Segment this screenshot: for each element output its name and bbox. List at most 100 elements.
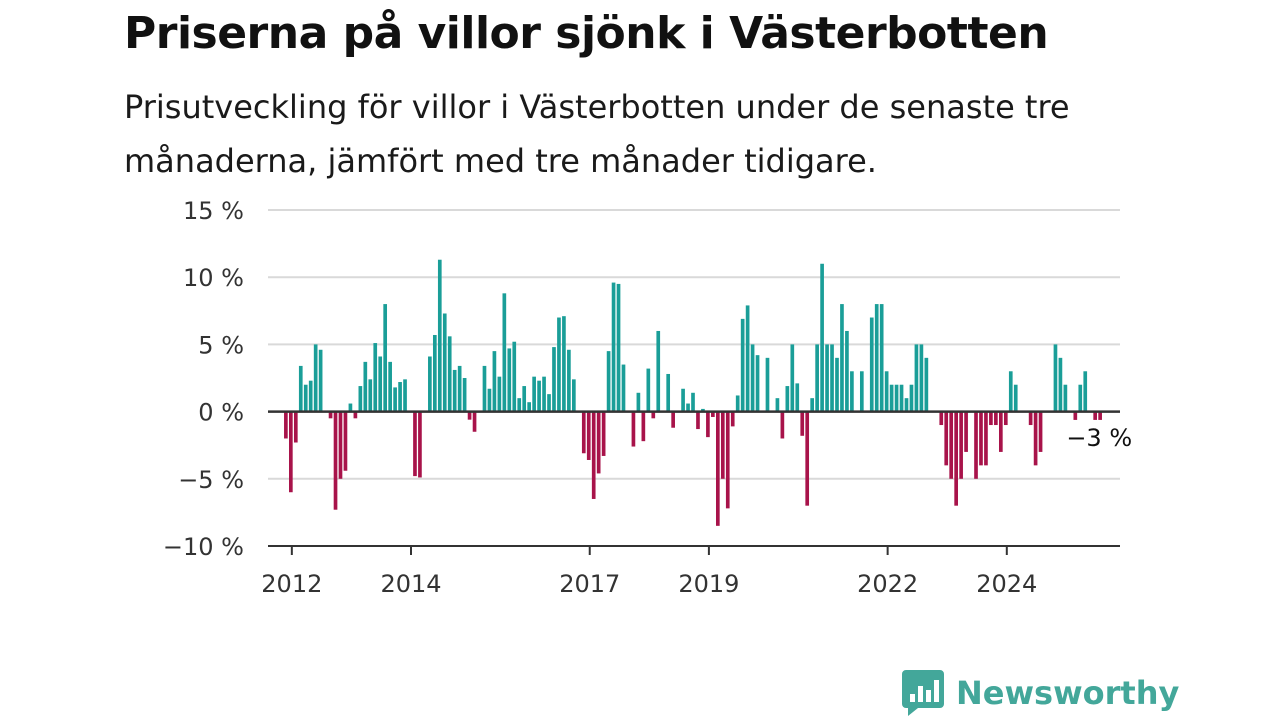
bar bbox=[333, 411, 338, 510]
bar bbox=[641, 411, 646, 442]
bar bbox=[830, 344, 834, 412]
bar bbox=[591, 411, 596, 499]
bar bbox=[1003, 411, 1008, 426]
chart-title: Priserna på villor sjönk i Västerbotten bbox=[124, 8, 1049, 59]
bar bbox=[462, 378, 467, 412]
bar bbox=[467, 411, 472, 420]
x-tick-label: 2022 bbox=[857, 570, 918, 598]
bar bbox=[1008, 371, 1013, 412]
bar bbox=[1053, 344, 1058, 412]
axes bbox=[268, 410, 1120, 555]
bar bbox=[567, 349, 571, 412]
bar bbox=[293, 411, 298, 443]
bar bbox=[765, 357, 770, 412]
bar bbox=[452, 369, 457, 412]
bar bbox=[825, 344, 829, 412]
bar bbox=[432, 334, 437, 412]
bar bbox=[785, 386, 790, 412]
bar bbox=[413, 411, 417, 477]
bar bbox=[805, 411, 810, 506]
bar bbox=[815, 344, 819, 412]
bar bbox=[725, 411, 730, 509]
x-tick-label: 2012 bbox=[261, 570, 322, 598]
bar bbox=[984, 411, 988, 466]
bar bbox=[840, 304, 844, 412]
bar bbox=[869, 317, 874, 412]
bar bbox=[596, 411, 601, 474]
bar bbox=[681, 388, 685, 412]
bar bbox=[800, 411, 805, 436]
bar bbox=[859, 371, 864, 412]
bar bbox=[904, 398, 909, 412]
bar bbox=[547, 394, 551, 412]
bar bbox=[358, 386, 363, 412]
bar bbox=[542, 376, 546, 412]
brand: Newsworthy bbox=[902, 670, 1179, 716]
bar bbox=[616, 283, 621, 412]
bar bbox=[482, 365, 487, 412]
bar bbox=[845, 330, 849, 412]
bar bbox=[740, 318, 745, 412]
bar bbox=[621, 364, 626, 412]
y-tick-label: 15 % bbox=[183, 197, 244, 225]
bar bbox=[289, 411, 293, 493]
bar bbox=[517, 398, 522, 412]
bar bbox=[636, 392, 641, 412]
x-tick-label: 2024 bbox=[976, 570, 1037, 598]
bar bbox=[646, 368, 651, 412]
bar bbox=[631, 411, 636, 447]
bar bbox=[437, 259, 442, 412]
bar bbox=[457, 365, 462, 412]
bar bbox=[512, 341, 517, 412]
bar bbox=[850, 371, 854, 412]
bar bbox=[1078, 384, 1083, 412]
bar bbox=[497, 376, 502, 412]
bar bbox=[447, 336, 452, 412]
bar bbox=[924, 357, 929, 412]
bar bbox=[586, 411, 591, 460]
bar bbox=[959, 411, 963, 479]
bar bbox=[755, 355, 760, 412]
bar bbox=[691, 392, 695, 412]
annotation-background bbox=[1060, 419, 1137, 454]
bar bbox=[1063, 384, 1068, 412]
brand-name: Newsworthy bbox=[956, 674, 1180, 712]
bar bbox=[398, 382, 402, 412]
bar bbox=[363, 361, 368, 412]
bar bbox=[537, 380, 541, 412]
bar bbox=[284, 411, 288, 439]
bar bbox=[1013, 384, 1018, 412]
bar bbox=[979, 411, 983, 466]
bar bbox=[899, 384, 904, 412]
bar bbox=[944, 411, 949, 466]
bar bbox=[795, 383, 800, 412]
last-value-annotation: −3 % bbox=[1066, 424, 1132, 452]
bar bbox=[303, 384, 308, 412]
bar bbox=[810, 398, 815, 412]
bar bbox=[706, 411, 710, 438]
bar bbox=[557, 317, 561, 412]
bar bbox=[696, 411, 700, 430]
y-tick-label: −10 % bbox=[163, 533, 244, 561]
bar bbox=[775, 398, 780, 412]
bar bbox=[1038, 411, 1043, 452]
bar bbox=[318, 349, 323, 412]
bar bbox=[686, 403, 690, 412]
bar bbox=[373, 343, 378, 412]
bar bbox=[343, 411, 348, 471]
bar bbox=[527, 402, 531, 412]
x-tick-label: 2017 bbox=[559, 570, 620, 598]
y-tick-label: 5 % bbox=[198, 331, 244, 359]
bar bbox=[919, 344, 924, 412]
bar bbox=[820, 263, 824, 412]
bar bbox=[532, 376, 536, 412]
bar bbox=[298, 365, 303, 412]
bar bbox=[666, 373, 671, 412]
bar bbox=[879, 304, 884, 412]
bar bbox=[651, 411, 656, 419]
bar bbox=[909, 384, 914, 412]
bar bbox=[914, 344, 919, 412]
bar bbox=[894, 384, 899, 412]
bar bbox=[735, 395, 740, 412]
